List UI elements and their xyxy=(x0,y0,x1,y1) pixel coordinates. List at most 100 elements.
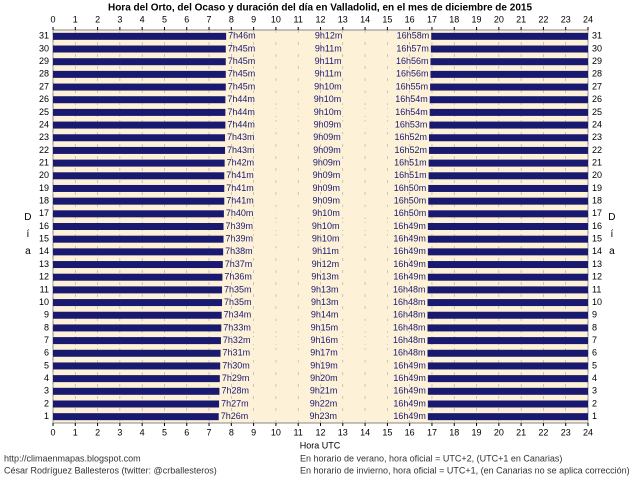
sunset-label: 16h49m xyxy=(393,272,426,282)
night-morning-bar xyxy=(53,134,226,142)
y-tick-label: 31 xyxy=(39,31,49,41)
sunrise-label: 7h39m xyxy=(226,221,254,231)
sunrise-label: 7h37m xyxy=(225,259,253,269)
sunset-label: 16h49m xyxy=(393,221,426,231)
y-tick-label: 16 xyxy=(592,221,602,231)
y-tick-label: 16 xyxy=(39,221,49,231)
sunrise-label: 7h43m xyxy=(227,132,255,142)
x-tick-label: 2 xyxy=(95,427,100,437)
sunrise-label: 7h45m xyxy=(228,81,256,91)
y-tick-label: 27 xyxy=(592,81,602,91)
y-tick-label: 18 xyxy=(39,196,49,206)
day-length-label: 9h10m xyxy=(312,234,340,244)
daylight-span xyxy=(225,146,429,154)
day-length-label: 9h14m xyxy=(311,310,339,320)
x-axis-label: Hora UTC xyxy=(300,440,341,450)
night-evening-bar xyxy=(430,70,588,78)
sunset-label: 16h52m xyxy=(394,145,427,155)
night-evening-bar xyxy=(427,248,588,256)
y-tick-label: 12 xyxy=(592,272,602,282)
daylight-span xyxy=(225,45,431,53)
x-tick-label: 8 xyxy=(229,14,234,24)
x-tick-label: 24 xyxy=(583,427,593,437)
daylight-span xyxy=(220,349,428,357)
day-length-label: 9h15m xyxy=(311,322,339,332)
sunrise-label: 7h44m xyxy=(227,119,255,129)
y-tick-label: 3 xyxy=(44,386,49,396)
night-evening-bar xyxy=(427,286,588,294)
x-tick-label: 6 xyxy=(184,14,189,24)
daylight-span xyxy=(219,387,428,395)
y-tick-label: 24 xyxy=(39,119,49,129)
daylight-span xyxy=(224,159,429,167)
sunset-label: 16h49m xyxy=(393,246,426,256)
day-length-label: 9h13m xyxy=(311,272,339,282)
day-length-label: 9h22m xyxy=(310,398,338,408)
x-tick-label: 18 xyxy=(449,427,459,437)
daylight-span xyxy=(218,413,428,421)
night-morning-bar xyxy=(53,413,219,421)
x-tick-label: 6 xyxy=(184,427,189,437)
y-tick-label: 15 xyxy=(39,234,49,244)
y-tick-label: 14 xyxy=(592,246,602,256)
daylight-span xyxy=(224,184,429,192)
x-tick-label: 20 xyxy=(494,427,504,437)
y-tick-label: 8 xyxy=(44,322,49,332)
y-tick-label: 11 xyxy=(592,284,601,294)
x-tick-label: 18 xyxy=(449,14,459,24)
x-tick-label: 20 xyxy=(494,14,504,24)
x-tick-label: 0 xyxy=(50,14,55,24)
x-tick-label: 22 xyxy=(538,14,548,24)
daylight-span xyxy=(220,362,428,370)
x-tick-label: 7 xyxy=(207,14,212,24)
daylight-span xyxy=(225,134,429,142)
night-evening-bar xyxy=(428,159,588,167)
night-evening-bar xyxy=(428,146,588,154)
night-evening-bar xyxy=(427,413,588,421)
night-morning-bar xyxy=(53,273,223,281)
y-tick-label: 7 xyxy=(44,335,49,345)
y-tick-label: 13 xyxy=(592,259,602,269)
y-tick-label: 30 xyxy=(592,43,602,53)
daylight-span xyxy=(219,375,428,383)
x-tick-label: 16 xyxy=(405,427,415,437)
x-tick-label: 9 xyxy=(251,14,256,24)
x-tick-label: 13 xyxy=(338,14,348,24)
x-tick-label: 17 xyxy=(427,14,437,24)
y-tick-label: 19 xyxy=(592,183,602,193)
y-tick-label: 4 xyxy=(592,373,597,383)
y-tick-label: 11 xyxy=(40,284,49,294)
y-tick-label: 8 xyxy=(592,322,597,332)
night-evening-bar xyxy=(431,32,588,40)
y-axis-label-right: Día xyxy=(606,212,617,263)
x-tick-label: 12 xyxy=(315,14,325,24)
night-evening-bar xyxy=(427,299,588,307)
y-tick-label: 26 xyxy=(39,94,49,104)
y-tick-label: 25 xyxy=(592,107,602,117)
night-morning-bar xyxy=(53,324,222,332)
night-morning-bar xyxy=(53,172,225,180)
sunrise-label: 7h41m xyxy=(226,183,254,193)
sunset-label: 16h54m xyxy=(395,107,428,117)
y-tick-label: 17 xyxy=(592,208,602,218)
night-evening-bar xyxy=(428,210,588,218)
night-evening-bar xyxy=(429,121,588,129)
sunset-label: 16h55m xyxy=(396,81,429,91)
x-tick-label: 1 xyxy=(73,14,78,24)
sunrise-label: 7h26m xyxy=(221,411,249,421)
daylight-span xyxy=(225,70,431,78)
sunset-label: 16h56m xyxy=(396,56,429,66)
y-tick-label: 17 xyxy=(39,208,49,218)
day-length-label: 9h09m xyxy=(313,157,341,167)
night-evening-bar xyxy=(428,134,588,142)
sunset-label: 16h48m xyxy=(393,335,426,345)
night-evening-bar xyxy=(430,58,588,66)
sunset-label: 16h50m xyxy=(394,196,427,206)
day-length-label: 9h10m xyxy=(312,221,340,231)
night-morning-bar xyxy=(53,108,226,116)
sunset-label: 16h49m xyxy=(393,373,426,383)
sunset-label: 16h49m xyxy=(393,259,426,269)
day-length-label: 9h09m xyxy=(312,196,340,206)
x-tick-label: 14 xyxy=(360,427,370,437)
x-tick-label: 15 xyxy=(382,14,392,24)
